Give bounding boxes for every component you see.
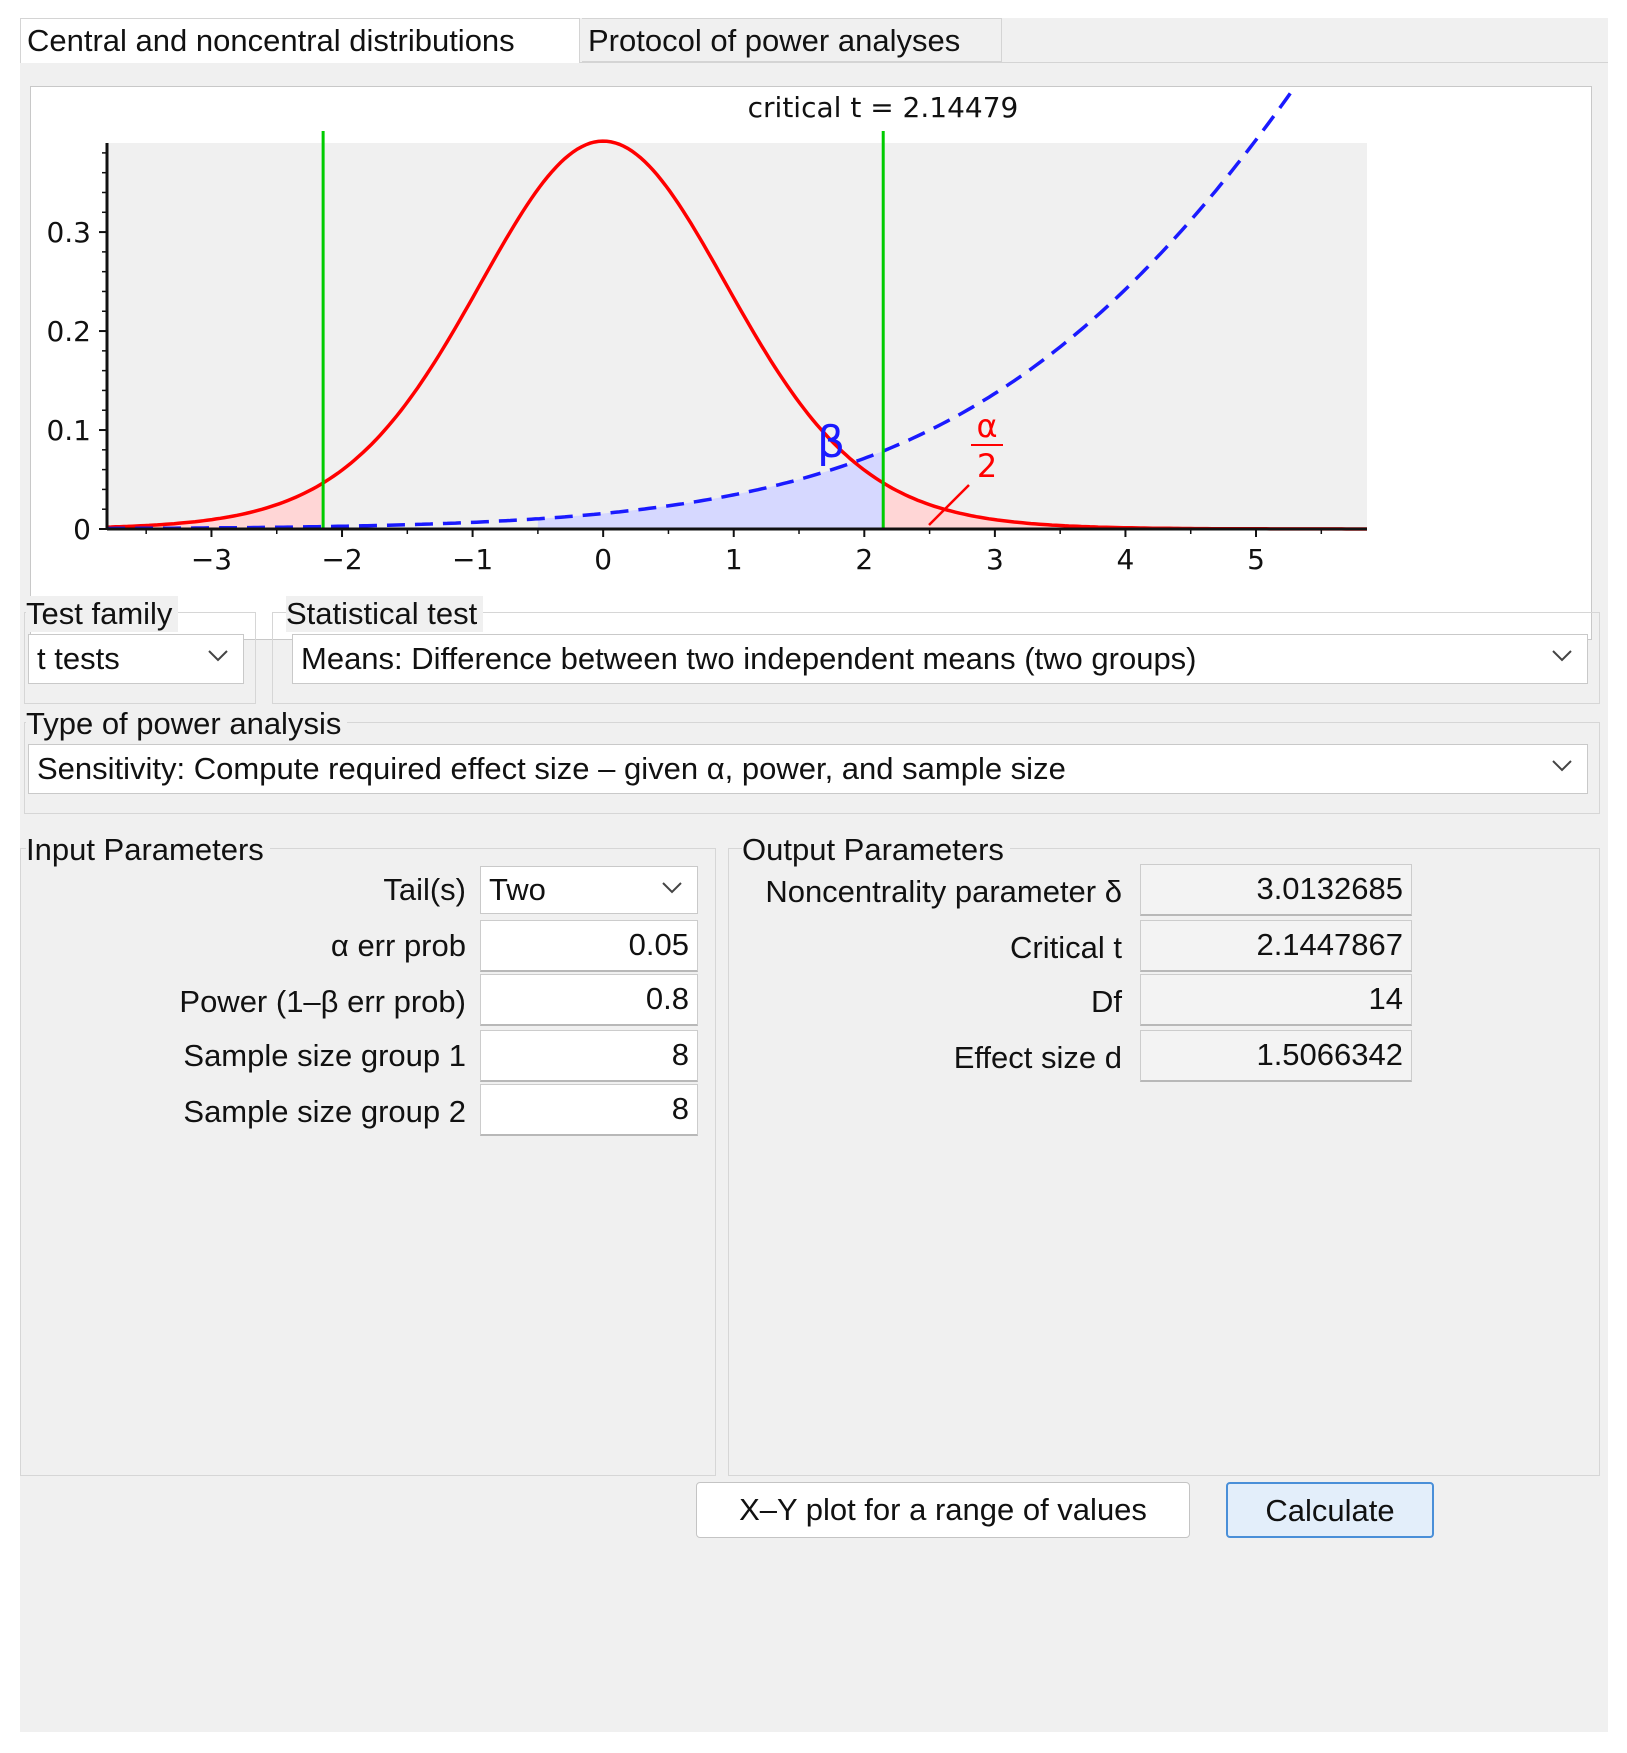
input-parameters-title: Input Parameters [26,832,270,868]
x-tick-label: 2 [855,543,873,576]
df-output: 14 [1140,974,1412,1026]
critical-t-output-label: Critical t [1010,930,1122,965]
statistical-test-select[interactable]: Means: Difference between two independen… [292,634,1588,684]
alpha-right-area [883,482,1367,529]
noncentral-t-curve [107,87,1298,531]
power-input[interactable]: 0.8 [480,974,698,1026]
input-parameters-group [20,848,716,1476]
plot-area [107,143,1367,529]
alpha-err-prob-label: α err prob [330,928,466,963]
output-parameters-title: Output Parameters [742,832,1010,868]
x-tick-label: −3 [191,543,232,576]
x-tick-label: 0 [594,543,612,576]
sample-size-group1-label: Sample size group 1 [183,1038,466,1073]
power-label: Power (1–β err prob) [179,984,466,1019]
alpha-left-area [107,482,324,529]
chevron-down-icon [1552,760,1572,772]
statistical-test-group [272,612,1600,704]
tab-bar: Central and noncentral distributions Pro… [20,18,1608,63]
beta-area [537,451,884,529]
noncentrality-label: Noncentrality parameter δ [765,874,1122,909]
xy-plot-button[interactable]: X–Y plot for a range of values [696,1482,1190,1538]
tails-value: Two [489,872,546,907]
critical-t-output: 2.1447867 [1140,920,1412,972]
x-tick-label: 4 [1117,543,1135,576]
calculate-button[interactable]: Calculate [1226,1482,1434,1538]
effect-size-output: 1.5066342 [1140,1030,1412,1082]
y-tick-label: 0.3 [46,216,91,249]
chevron-down-icon [1552,650,1572,662]
tails-label: Tail(s) [383,872,466,907]
alpha-denominator-label: 2 [977,447,997,485]
alpha-pointer-line [928,484,970,526]
tab-protocol[interactable]: Protocol of power analyses [582,18,1002,62]
sample-size-group2-label: Sample size group 2 [183,1094,466,1129]
y-tick-label: 0 [73,513,91,546]
distribution-plot: −3 −2 −1 0 1 2 3 4 5 0 0.1 0.2 0.3 critical t = 2.14… [30,86,1592,640]
sample-size-group1-input[interactable]: 8 [480,1030,698,1082]
alpha-numerator-label: α [976,407,997,445]
noncentrality-output: 3.0132685 [1140,864,1412,916]
critical-t-label: critical t = 2.14479 [748,91,1019,124]
output-parameters-group [728,848,1600,1476]
sample-size-group2-input[interactable]: 8 [480,1084,698,1136]
test-family-value: t tests [37,641,120,676]
chevron-down-icon [662,882,682,894]
beta-label: β [817,417,845,468]
x-tick-label: 1 [725,543,743,576]
alpha-err-prob-input[interactable]: 0.05 [480,920,698,972]
statistical-test-label: Statistical test [286,596,484,632]
effect-size-label: Effect size d [953,1040,1122,1075]
x-tick-label: −1 [452,543,493,576]
power-analysis-type-label: Type of power analysis [26,706,348,742]
test-family-select[interactable]: t tests [28,634,244,684]
gpower-main-window: Central and noncentral distributions Pro… [20,18,1608,1732]
y-tick-label: 0.1 [46,414,91,447]
x-tick-label: 3 [986,543,1004,576]
statistical-test-value: Means: Difference between two independen… [301,641,1197,676]
power-analysis-type-group [24,722,1600,814]
test-family-label: Test family [26,596,179,632]
tab-distributions[interactable]: Central and noncentral distributions [20,18,580,63]
chevron-down-icon [208,650,228,662]
distribution-chart: −3 −2 −1 0 1 2 3 4 5 0 0.1 0.2 0.3 critical t = 2.14… [46,87,1367,576]
x-tick-label: −2 [321,543,362,576]
tails-select[interactable]: Two [480,866,698,914]
y-tick-label: 0.2 [46,315,91,348]
x-tick-label: 5 [1247,543,1265,576]
power-analysis-type-value: Sensitivity: Compute required effect siz… [37,751,1066,786]
df-label: Df [1091,984,1122,1019]
power-analysis-type-select[interactable]: Sensitivity: Compute required effect siz… [28,744,1588,794]
